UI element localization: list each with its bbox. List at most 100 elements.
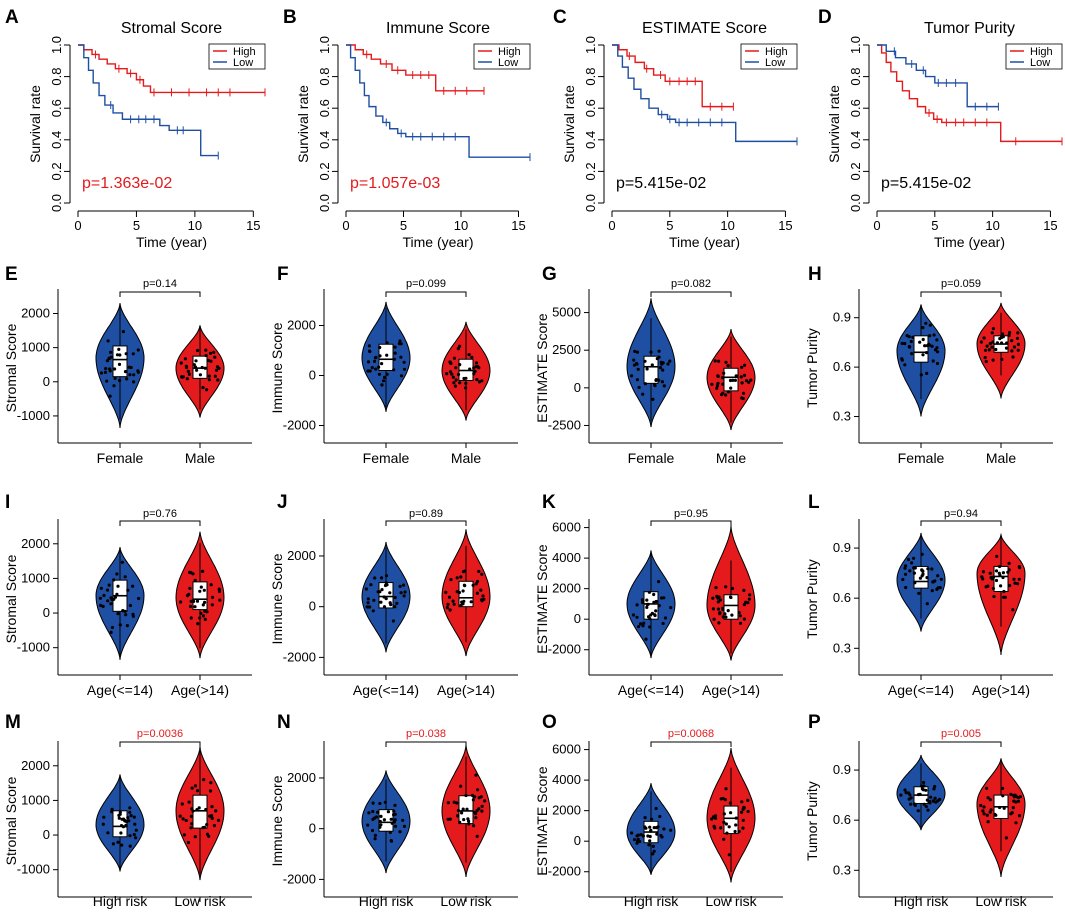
data-point — [979, 803, 983, 808]
p-value: p=5.415e-02 — [881, 175, 971, 192]
y-tick-label: 4000 — [552, 550, 581, 565]
x-tick-label: Age(>14) — [437, 682, 495, 698]
data-point — [128, 844, 132, 848]
data-point — [393, 824, 398, 828]
y-tick-label: -1000 — [17, 862, 50, 877]
data-point — [925, 576, 929, 580]
data-point — [214, 809, 218, 813]
data-point — [643, 382, 648, 386]
data-point — [726, 609, 730, 613]
y-tick-label: 4000 — [552, 772, 581, 787]
data-point — [1009, 812, 1013, 816]
comparison-bracket — [385, 291, 467, 297]
data-point — [212, 824, 216, 828]
data-point — [936, 350, 940, 354]
data-point — [184, 364, 188, 368]
data-point — [123, 609, 127, 614]
y-axis-label: Immune Score — [269, 322, 285, 413]
data-point — [399, 591, 403, 595]
data-point — [716, 381, 720, 385]
data-point — [377, 365, 381, 369]
data-point — [748, 593, 752, 597]
data-point — [1007, 561, 1011, 566]
data-point — [746, 809, 750, 814]
data-point — [110, 598, 114, 602]
data-point — [210, 595, 215, 600]
data-point — [921, 326, 925, 330]
data-point — [477, 366, 481, 370]
data-point — [982, 336, 986, 340]
data-point — [385, 372, 389, 376]
data-point — [216, 378, 220, 382]
data-point — [124, 613, 128, 617]
data-point — [186, 369, 190, 373]
data-point — [749, 378, 753, 382]
data-point — [452, 356, 456, 360]
data-point — [131, 584, 135, 588]
data-point — [186, 840, 190, 845]
data-point — [475, 591, 479, 595]
y-tick-label: 2000 — [552, 803, 581, 818]
data-point — [716, 600, 720, 604]
data-point — [214, 368, 219, 372]
data-point — [657, 604, 661, 608]
data-point — [984, 359, 988, 364]
y-tick-label: 6000 — [552, 520, 581, 535]
data-point — [925, 371, 929, 375]
data-point — [126, 588, 130, 592]
violin-panel-p: P 0.3 0.6 0.9 Tumor Purity High risk Low risk p… — [804, 712, 1053, 909]
data-point — [116, 840, 120, 844]
data-point — [916, 809, 920, 813]
data-point — [479, 588, 483, 592]
data-point — [1017, 577, 1021, 581]
y-tick-label: 0.2 — [848, 162, 863, 180]
data-point — [669, 606, 673, 610]
x-tick-label: 15 — [1043, 218, 1057, 233]
data-point — [369, 583, 373, 587]
data-point — [191, 809, 195, 813]
data-point — [1014, 821, 1018, 825]
data-point — [213, 355, 217, 359]
data-point — [455, 801, 459, 805]
data-point — [401, 583, 406, 587]
data-point — [657, 580, 661, 584]
data-point — [981, 809, 985, 813]
data-point — [382, 595, 386, 599]
y-tick-label: 0.8 — [848, 68, 863, 86]
data-point — [995, 554, 999, 558]
panel-letter: K — [542, 492, 556, 513]
data-point — [740, 365, 744, 369]
data-point — [380, 383, 384, 387]
data-point — [636, 367, 640, 371]
data-point — [368, 349, 372, 354]
data-point — [730, 586, 735, 591]
data-point — [631, 613, 636, 617]
data-point — [934, 800, 938, 804]
data-point — [448, 817, 452, 821]
data-point — [183, 357, 187, 361]
data-point — [467, 819, 471, 823]
data-point — [479, 795, 483, 799]
data-point — [1016, 348, 1020, 352]
data-point — [653, 384, 657, 388]
y-axis-label: Stromal Score — [3, 554, 19, 643]
data-point — [107, 583, 111, 587]
data-point — [212, 350, 216, 354]
data-point — [1000, 341, 1004, 345]
data-point — [920, 552, 924, 556]
data-point — [196, 348, 200, 353]
data-point — [742, 617, 747, 621]
data-point — [740, 381, 744, 385]
x-tick-label: High risk — [624, 893, 679, 909]
data-point — [379, 814, 383, 819]
data-point — [115, 353, 120, 357]
data-point — [912, 556, 916, 560]
data-point — [134, 828, 138, 832]
data-point — [384, 574, 389, 578]
data-point — [480, 809, 484, 813]
data-point — [991, 340, 995, 344]
data-point — [375, 810, 380, 814]
data-point — [990, 345, 994, 349]
data-point — [741, 818, 745, 822]
